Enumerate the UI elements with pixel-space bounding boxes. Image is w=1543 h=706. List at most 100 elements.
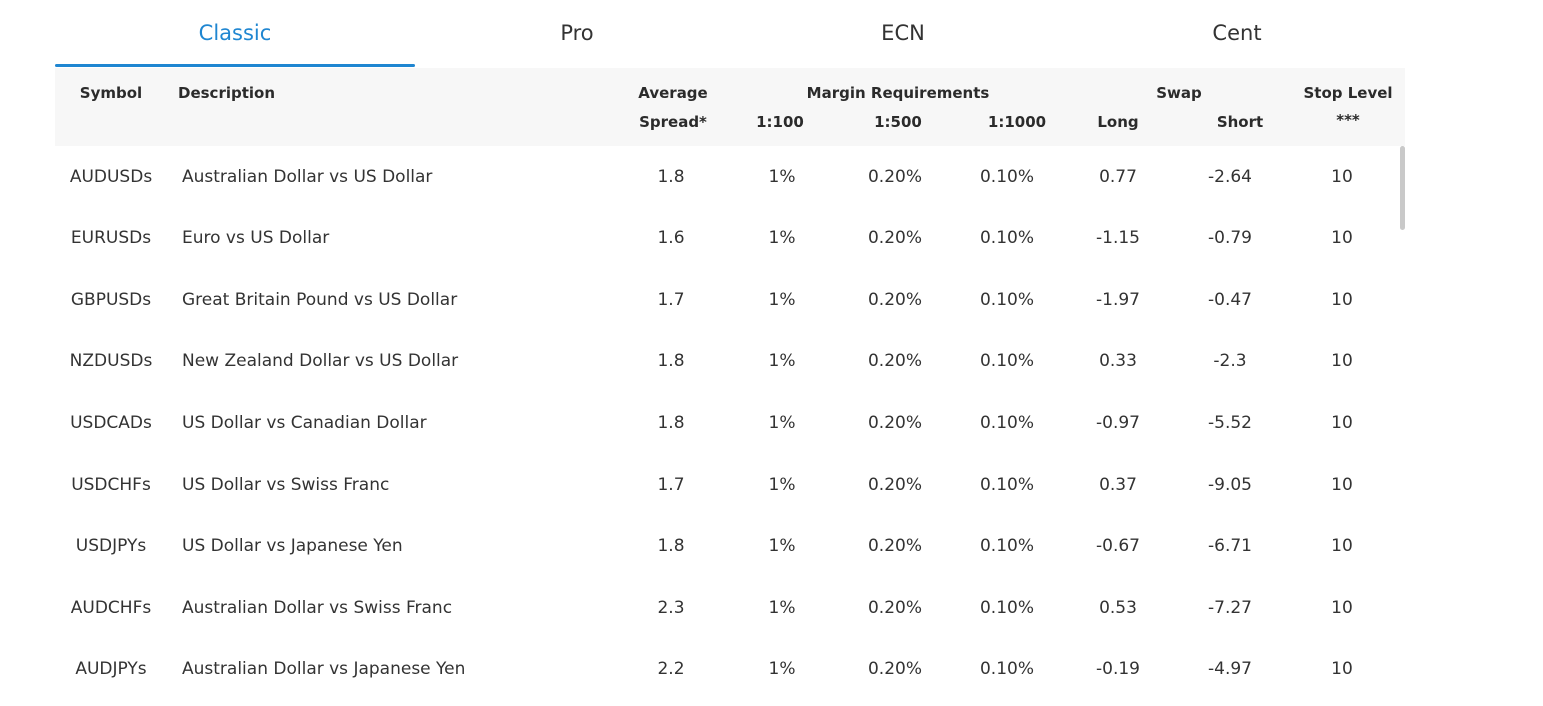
cell-swap-short: -0.47 bbox=[1208, 289, 1252, 310]
header-spread: Spread* bbox=[639, 113, 707, 131]
header-swap: Swap bbox=[1156, 84, 1202, 102]
cell-stop-level: 10 bbox=[1331, 166, 1353, 187]
cell-stop-level: 10 bbox=[1331, 659, 1353, 680]
cell-swap-long: 0.53 bbox=[1099, 597, 1137, 618]
cell-margin-1-500: 0.20% bbox=[867, 289, 923, 310]
header-swap-long: Long bbox=[1097, 113, 1139, 131]
table-scrollbar[interactable] bbox=[1400, 146, 1405, 230]
cell-average-spread: 1.8 bbox=[657, 536, 685, 557]
cell-margin-1-500: 0.20% bbox=[867, 597, 923, 618]
cell-symbol: USDJPYs bbox=[75, 536, 147, 557]
cell-margin-1-1000: 0.10% bbox=[979, 351, 1035, 372]
spec-table-widget: Classic Pro ECN Cent Symbol Description … bbox=[55, 0, 1405, 706]
cell-symbol: AUDUSDs bbox=[69, 166, 153, 187]
cell-stop-level: 10 bbox=[1331, 597, 1353, 618]
account-type-tabs: Classic Pro ECN Cent bbox=[55, 0, 1405, 68]
cell-description: New Zealand Dollar vs US Dollar bbox=[182, 351, 459, 372]
cell-swap-short: -7.27 bbox=[1208, 597, 1252, 618]
cell-description: Australian Dollar vs US Dollar bbox=[182, 166, 433, 187]
cell-description: Australian Dollar vs Swiss Franc bbox=[182, 597, 453, 618]
cell-margin-1-1000: 0.10% bbox=[979, 536, 1035, 557]
cell-average-spread: 1.7 bbox=[657, 289, 685, 310]
cell-margin-1-500: 0.20% bbox=[867, 474, 923, 495]
cell-margin-1-1000: 0.10% bbox=[979, 228, 1035, 249]
cell-description: US Dollar vs Swiss Franc bbox=[182, 474, 390, 495]
tab-cent[interactable]: Cent bbox=[1212, 21, 1262, 45]
table-body: AUDUSDs Australian Dollar vs US Dollar 1.8… bbox=[55, 146, 1405, 706]
cell-swap-short: -2.3 bbox=[1213, 351, 1247, 372]
cell-margin-1-100: 1% bbox=[768, 659, 796, 680]
cell-margin-1-1000: 0.10% bbox=[979, 289, 1035, 310]
cell-description: Euro vs US Dollar bbox=[182, 228, 330, 249]
cell-swap-long: 0.77 bbox=[1099, 166, 1137, 187]
cell-margin-1-100: 1% bbox=[768, 228, 796, 249]
cell-margin-1-500: 0.20% bbox=[867, 166, 923, 187]
table-row: GBPUSDs Great Britain Pound vs US Dollar 1… bbox=[55, 269, 1400, 330]
cell-margin-1-500: 0.20% bbox=[867, 659, 923, 680]
cell-swap-long: 0.33 bbox=[1099, 351, 1137, 372]
cell-margin-1-100: 1% bbox=[768, 412, 796, 433]
cell-swap-long: -0.19 bbox=[1096, 659, 1140, 680]
table-row: EURUSDs Euro vs US Dollar 1.6 1% 0.20% 0.10% -… bbox=[55, 208, 1400, 269]
cell-margin-1-1000: 0.10% bbox=[979, 659, 1035, 680]
cell-symbol: USDCHFs bbox=[71, 474, 151, 495]
cell-stop-level: 10 bbox=[1331, 536, 1353, 557]
cell-symbol: GBPUSDs bbox=[70, 289, 152, 310]
cell-description: Great Britain Pound vs US Dollar bbox=[182, 289, 458, 310]
header-stop-level-note: *** bbox=[1336, 111, 1360, 129]
cell-margin-1-100: 1% bbox=[768, 289, 796, 310]
cell-average-spread: 2.2 bbox=[657, 659, 685, 680]
header-margin-1-500: 1:500 bbox=[874, 113, 922, 131]
cell-margin-1-1000: 0.10% bbox=[979, 474, 1035, 495]
cell-stop-level: 10 bbox=[1331, 474, 1353, 495]
cell-margin-1-500: 0.20% bbox=[867, 351, 923, 372]
cell-swap-short: -5.52 bbox=[1208, 412, 1252, 433]
header-swap-short: Short bbox=[1216, 113, 1264, 131]
cell-swap-short: -2.64 bbox=[1208, 166, 1252, 187]
header-average: Average bbox=[638, 84, 708, 102]
cell-average-spread: 1.8 bbox=[657, 351, 685, 372]
cell-symbol: EURUSDs bbox=[70, 228, 152, 249]
cell-margin-1-1000: 0.10% bbox=[979, 166, 1035, 187]
table-row: USDJPYs US Dollar vs Japanese Yen 1.8 1% 0.2… bbox=[55, 516, 1400, 577]
cell-stop-level: 10 bbox=[1331, 289, 1353, 310]
cell-margin-1-100: 1% bbox=[768, 536, 796, 557]
cell-margin-1-100: 1% bbox=[768, 166, 796, 187]
header-margin-1-1000: 1:1000 bbox=[987, 113, 1047, 131]
header-description: Description bbox=[178, 84, 276, 102]
cell-stop-level: 10 bbox=[1331, 351, 1353, 372]
table-row: AUDJPYs Australian Dollar vs Japanese Yen… bbox=[55, 639, 1400, 700]
cell-swap-short: -6.71 bbox=[1208, 536, 1252, 557]
cell-swap-short: -0.79 bbox=[1208, 228, 1252, 249]
tab-ecn[interactable]: ECN bbox=[881, 21, 925, 45]
cell-symbol: USDCADs bbox=[70, 412, 152, 433]
cell-swap-long: -1.15 bbox=[1096, 228, 1140, 249]
cell-symbol: AUDCHFs bbox=[70, 597, 152, 618]
cell-stop-level: 10 bbox=[1331, 228, 1353, 249]
cell-swap-long: -0.67 bbox=[1096, 536, 1140, 557]
header-symbol: Symbol bbox=[79, 84, 143, 102]
cell-margin-1-100: 1% bbox=[768, 597, 796, 618]
cell-margin-1-100: 1% bbox=[768, 351, 796, 372]
header-margin-requirements: Margin Requirements bbox=[806, 84, 990, 102]
table-row: NZDUSDs New Zealand Dollar vs US Dollar 1.… bbox=[55, 331, 1400, 392]
cell-average-spread: 1.7 bbox=[657, 474, 685, 495]
cell-description: Australian Dollar vs Japanese Yen bbox=[182, 659, 466, 680]
tab-classic[interactable]: Classic bbox=[198, 21, 272, 45]
cell-average-spread: 2.3 bbox=[657, 597, 685, 618]
cell-average-spread: 1.6 bbox=[657, 228, 685, 249]
cell-average-spread: 1.8 bbox=[657, 412, 685, 433]
cell-margin-1-100: 1% bbox=[768, 474, 796, 495]
cell-swap-long: -0.97 bbox=[1096, 412, 1140, 433]
cell-description: US Dollar vs Japanese Yen bbox=[182, 536, 403, 557]
cell-description: US Dollar vs Canadian Dollar bbox=[182, 412, 427, 433]
cell-margin-1-500: 0.20% bbox=[867, 228, 923, 249]
cell-margin-1-500: 0.20% bbox=[867, 536, 923, 557]
cell-margin-1-1000: 0.10% bbox=[979, 597, 1035, 618]
tab-pro[interactable]: Pro bbox=[560, 21, 594, 45]
table-row: AUDUSDs Australian Dollar vs US Dollar 1.8… bbox=[55, 146, 1400, 207]
table-header: Symbol Description Average Spread* Margi… bbox=[55, 68, 1405, 146]
header-stop-level: Stop Level bbox=[1303, 84, 1393, 102]
cell-swap-short: -4.97 bbox=[1208, 659, 1252, 680]
table-row: USDCHFs US Dollar vs Swiss Franc 1.7 1% 0.20… bbox=[55, 454, 1400, 515]
